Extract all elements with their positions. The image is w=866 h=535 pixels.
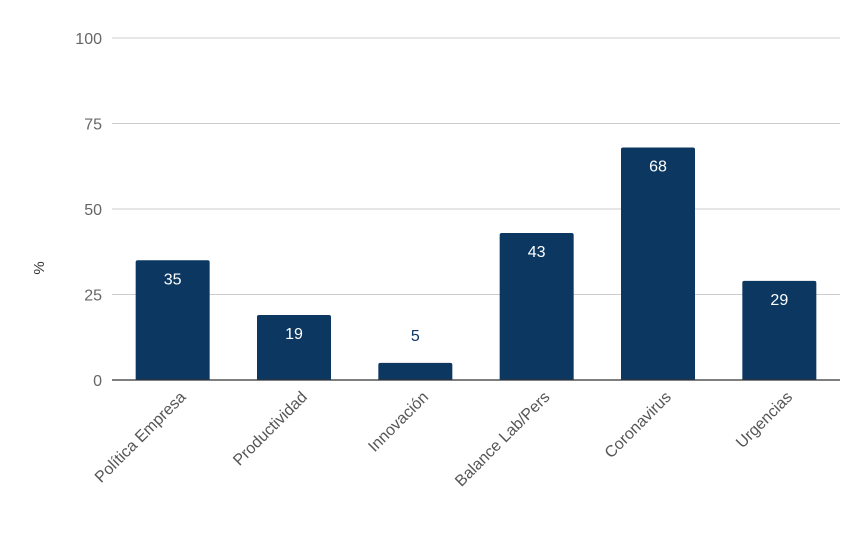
bar — [499, 232, 574, 380]
x-category-label: Coronavirus — [602, 389, 675, 462]
y-tick-label: 50 — [84, 202, 102, 219]
bar-data-label: 29 — [770, 292, 788, 309]
x-category-label: Productividad — [230, 389, 311, 470]
y-tick-label: 100 — [75, 31, 102, 48]
y-tick-label: 0 — [93, 373, 102, 390]
y-axis-title: % — [31, 261, 48, 274]
bar — [257, 315, 331, 380]
gridlines — [112, 37, 840, 295]
x-category-label: Innovación — [365, 389, 432, 456]
bar-data-label: 68 — [649, 158, 667, 175]
y-axis-ticks: 0 25 50 75 100 — [75, 31, 102, 390]
bar-data-label: 35 — [164, 271, 182, 288]
bar — [742, 280, 817, 380]
x-axis-labels: Política Empresa Productividad Innovación B… — [92, 389, 796, 490]
x-category-label: Política Empresa — [92, 389, 190, 487]
bar-data-label: 5 — [411, 328, 420, 345]
x-category-label: Balance Lab/Pers — [452, 389, 553, 490]
bar — [621, 147, 695, 380]
bar-data-label: 43 — [528, 244, 546, 261]
y-tick-label: 75 — [84, 117, 102, 134]
bar — [135, 260, 210, 380]
bars: 35 19 5 43 68 29 — [135, 147, 817, 380]
y-tick-label: 25 — [84, 288, 102, 305]
bar-data-label: 19 — [285, 326, 303, 343]
bar — [378, 362, 453, 380]
x-category-label: Urgencias — [733, 389, 796, 452]
